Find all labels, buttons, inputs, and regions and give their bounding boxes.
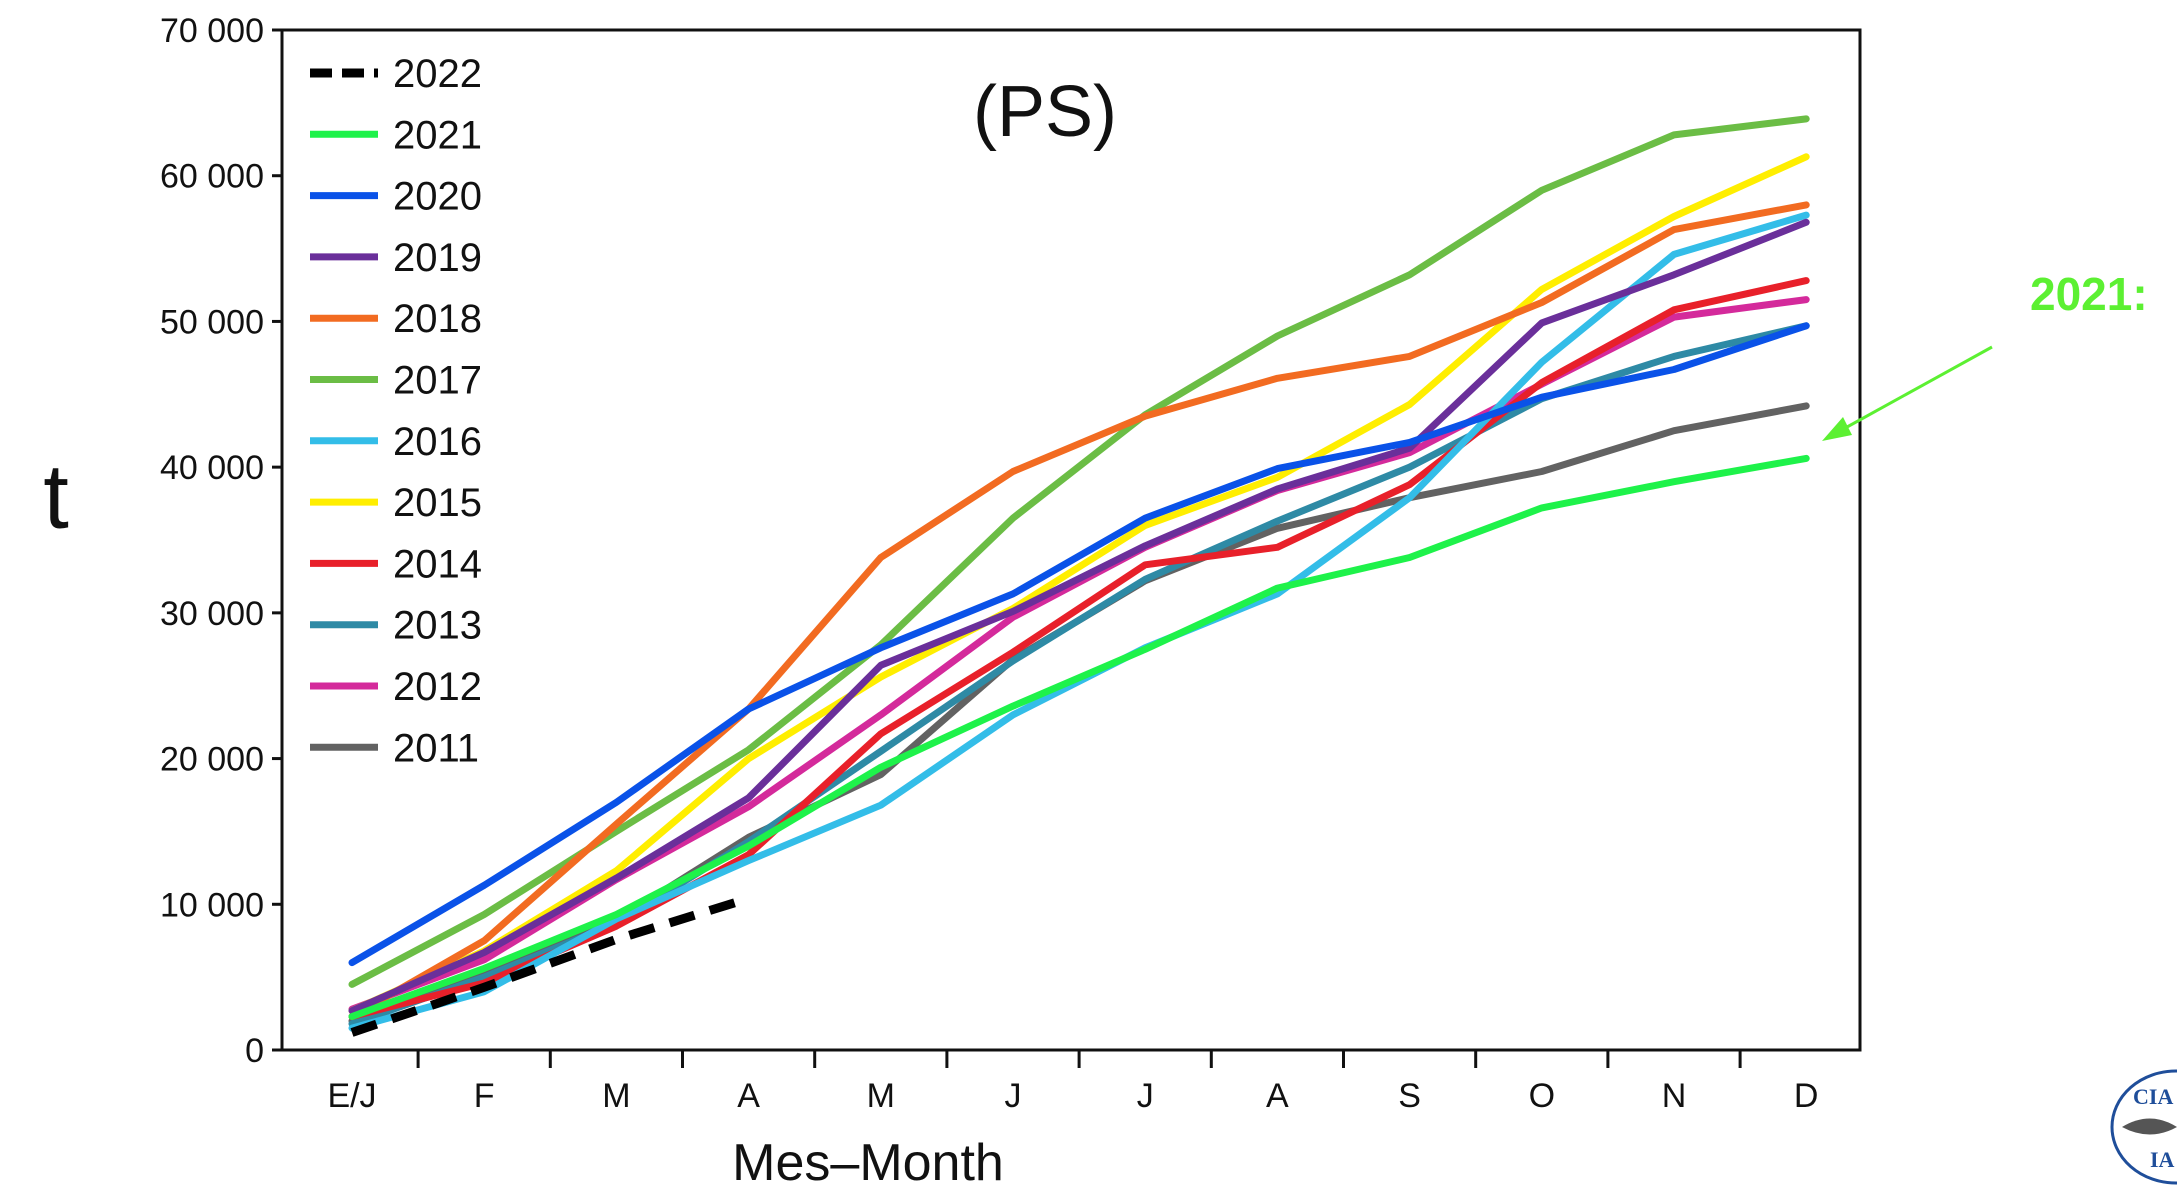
y-tick-label: 70 000 [160, 12, 264, 50]
y-tick-label: 0 [245, 1032, 264, 1070]
legend-label-2012: 2012 [393, 665, 482, 709]
x-tick-label: A [1266, 1077, 1289, 1115]
legend-label-2016: 2016 [393, 420, 482, 464]
legend-label-2017: 2017 [393, 359, 482, 403]
y-tick-label: 30 000 [160, 595, 264, 633]
fish-icon [2122, 1118, 2177, 1135]
series-line-2014 [348, 277, 1810, 1020]
x-tick-label: J [1137, 1077, 1154, 1115]
legend: 2022 2021 2020 2019 2018 2017 2016 2015 2014 2013… [310, 52, 482, 770]
annotation-arrow-head [1822, 417, 1852, 441]
logo-text-top: CIA [2133, 1084, 2173, 1109]
series-line-2015 [348, 153, 1810, 1015]
y-tick-label: 10 000 [160, 886, 264, 924]
y-tick-label: 50 000 [160, 303, 264, 341]
chart-title: (PS) [973, 72, 1117, 152]
series-line-2021 [348, 454, 1810, 1020]
y-tick-label: 60 000 [160, 158, 264, 196]
organization-logo: CIA IA [2110, 1069, 2177, 1185]
legend-label-2022: 2022 [393, 52, 482, 96]
legend-label-2013: 2013 [393, 604, 482, 648]
x-tick-label: D [1794, 1077, 1819, 1115]
legend-label-2015: 2015 [393, 481, 482, 525]
x-tick-label: S [1398, 1077, 1421, 1115]
series-line-2019 [348, 218, 1810, 1015]
plot-frame [280, 28, 1862, 1052]
annotation-arrow-line [1837, 345, 1993, 434]
x-tick-label: J [1005, 1077, 1022, 1115]
series-line-2022 [350, 894, 750, 1037]
y-tick-label: 20 000 [160, 741, 264, 779]
x-tick-label: M [867, 1077, 895, 1115]
legend-label-2014: 2014 [393, 542, 482, 586]
legend-label-2019: 2019 [393, 236, 482, 280]
x-tick-label: E/J [327, 1077, 376, 1115]
series-lines [348, 115, 1810, 1037]
annotation: 2021: [1822, 268, 2148, 441]
y-axis: 0 10 000 20 000 30 000 40 000 50 000 60 000 70 … [160, 12, 282, 1070]
legend-label-2020: 2020 [393, 175, 482, 219]
logo-text-bottom: IA [2150, 1147, 2175, 1172]
x-axis-label: Mes–Month [732, 1134, 1004, 1189]
plot-area [280, 28, 1862, 1052]
legend-label-2011: 2011 [393, 726, 479, 770]
legend-label-2021: 2021 [393, 113, 482, 157]
x-tick-label: O [1529, 1077, 1555, 1115]
series-line-2018 [348, 201, 1810, 1020]
annotation-text: 2021: [2030, 268, 2148, 320]
x-tick-label: N [1662, 1077, 1687, 1115]
y-axis-label: t [43, 446, 69, 548]
series-line-2020 [348, 322, 1810, 967]
x-tick-label: M [602, 1077, 630, 1115]
x-tick-label: A [737, 1077, 760, 1115]
series-line-2017 [348, 115, 1810, 988]
x-tick-label: F [474, 1077, 495, 1115]
legend-label-2018: 2018 [393, 297, 482, 341]
y-tick-label: 40 000 [160, 449, 264, 487]
x-axis: E/J F M A M J J A S O N D [327, 1050, 1818, 1115]
